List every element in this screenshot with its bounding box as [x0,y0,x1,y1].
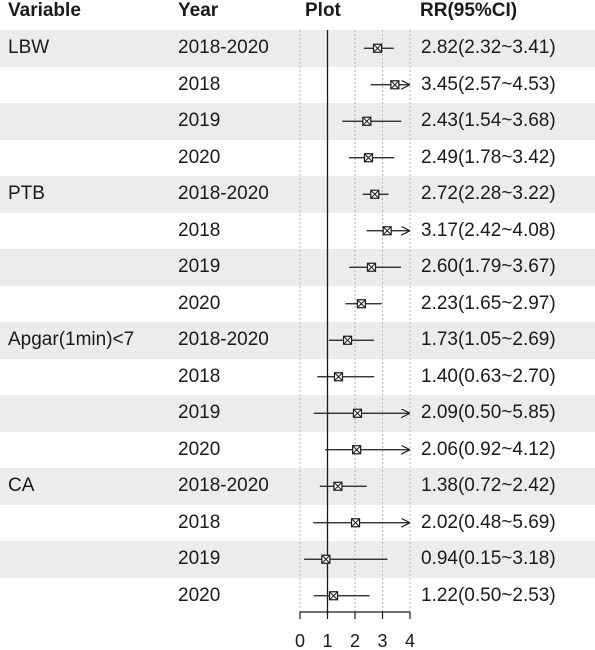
rr-label: 2.49(1.78~3.42) [421,146,556,168]
rr-label: 3.45(2.57~4.53) [421,73,556,95]
point-marker-cross [370,189,380,199]
rr-label: 2.09(0.50~5.85) [421,402,556,424]
x-tick-label: 4 [405,631,415,650]
rr-label: 2.06(0.92~4.12) [421,438,556,460]
point-marker-cross [362,116,372,126]
row-band [0,468,595,505]
row-band [0,176,595,213]
year-label: 2019 [178,402,221,424]
rr-label: 2.02(0.48~5.69) [421,511,556,533]
point-marker-cross [334,372,343,382]
row-band [0,103,595,140]
point-marker-cross [353,408,362,418]
year-label: 2020 [178,292,221,314]
year-label: 2020 [178,584,221,606]
point-marker-cross [321,554,331,564]
year-label: 2018 [178,73,221,95]
rr-label: 2.72(2.28~3.22) [421,183,556,205]
rr-label: 2.23(1.65~2.97) [421,292,556,314]
point-marker-cross [356,299,366,309]
year-label: 2018-2020 [178,183,269,205]
point-marker-cross [329,591,338,601]
year-label: 2019 [178,110,221,132]
rr-label: 1.38(0.72~2.42) [421,475,556,497]
header-year: Year [178,0,219,21]
point-marker-cross [390,80,400,90]
year-label: 2018 [178,219,221,241]
header-plot: Plot [305,0,341,21]
x-tick-label: 3 [377,631,387,650]
rr-label: 1.73(1.05~2.69) [421,329,556,351]
header-variable: Variable [8,0,81,21]
rr-label: 3.17(2.42~4.08) [421,219,556,241]
point-marker-cross [364,153,373,163]
year-label: 2019 [178,548,221,570]
rr-label: 2.82(2.32~3.41) [421,37,556,59]
variable-label: LBW [8,37,50,59]
row-band [0,30,595,67]
variable-label: Apgar(1min)<7 [8,329,135,351]
variable-label: PTB [8,183,45,205]
row-band [0,395,595,432]
variable-label: CA [8,475,35,497]
rr-label: 2.60(1.79~3.67) [421,256,556,278]
year-label: 2020 [178,438,221,460]
year-label: 2018-2020 [178,329,269,351]
x-tick-label: 0 [295,631,305,650]
row-band [0,322,595,359]
year-label: 2018 [178,365,221,387]
point-marker-cross [373,43,382,53]
row-band [0,541,595,578]
header-rr: RR(95%CI) [420,0,518,21]
rr-label: 2.43(1.54~3.68) [421,110,556,132]
year-label: 2019 [178,256,221,278]
point-marker-cross [343,335,352,345]
point-marker-cross [382,226,392,236]
rr-label: 0.94(0.15~3.18) [421,548,556,570]
point-marker-cross [367,262,376,272]
year-label: 2018-2020 [178,37,269,59]
x-tick-label: 1 [322,631,332,650]
point-marker-cross [351,518,360,528]
year-label: 2018-2020 [178,475,269,497]
year-label: 2018 [178,511,221,533]
rr-label: 1.40(0.63~2.70) [421,365,556,387]
year-label: 2020 [178,146,221,168]
x-tick-label: 2 [350,631,360,650]
rr-label: 1.22(0.50~2.53) [421,584,556,606]
row-band [0,249,595,286]
point-marker-cross [333,481,343,491]
point-marker-cross [352,445,362,455]
